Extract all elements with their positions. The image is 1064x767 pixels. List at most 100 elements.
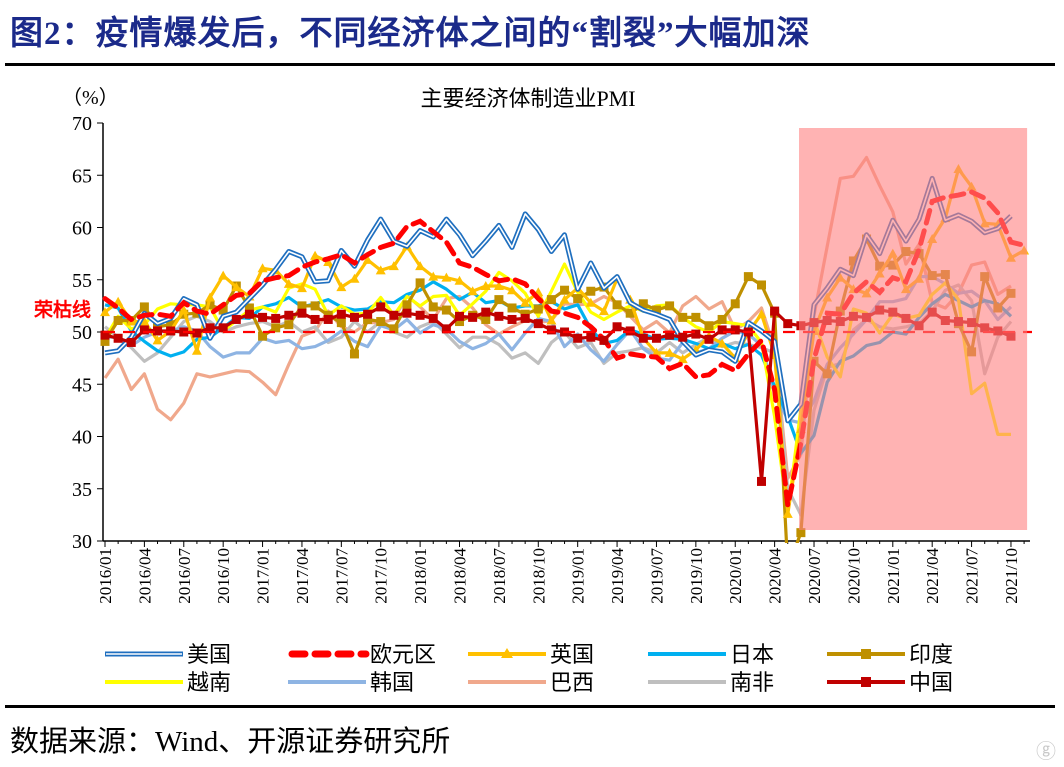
data-point-marker	[100, 307, 110, 317]
legend-marker	[861, 649, 871, 659]
data-point-marker	[100, 336, 110, 346]
data-point-marker	[559, 294, 570, 304]
x-tick-label: 2020/04	[766, 548, 785, 604]
x-tick-label: 2021/10	[1002, 548, 1021, 604]
data-point-marker	[205, 323, 215, 333]
legend-item: 越南	[105, 670, 231, 695]
data-point-marker	[494, 295, 504, 305]
legend-label: 印度	[909, 642, 953, 667]
data-point-marker	[296, 283, 307, 293]
data-point-marker	[323, 314, 333, 324]
data-point-marker	[192, 328, 202, 338]
data-point-marker	[441, 324, 451, 334]
legend-item: 欧元区	[288, 642, 436, 667]
legend-label: 中国	[909, 670, 953, 695]
x-tick-label: 2016/10	[214, 548, 233, 604]
data-point-marker	[415, 261, 426, 271]
data-point-marker	[507, 303, 517, 313]
data-point-marker	[363, 314, 373, 324]
data-point-marker	[533, 319, 543, 329]
x-tick-label: 2021/04	[923, 548, 942, 604]
data-point-marker	[258, 331, 268, 341]
data-point-marker	[113, 316, 123, 326]
data-point-marker	[533, 304, 543, 314]
data-point-marker	[178, 305, 189, 315]
data-point-marker	[678, 312, 688, 322]
data-point-marker	[363, 309, 373, 319]
data-point-marker	[388, 261, 399, 271]
data-point-marker	[139, 316, 150, 326]
data-point-marker	[573, 294, 583, 304]
x-tick-label: 2017/07	[332, 548, 351, 604]
y-tick-label: 45	[72, 374, 92, 396]
legend-label: 美国	[187, 642, 231, 667]
data-point-marker	[743, 272, 753, 282]
watermark-logo: ⓖ	[1036, 739, 1056, 763]
source-note: 数据来源：Wind、开源证券研究所	[10, 726, 451, 758]
data-point-marker	[323, 256, 334, 266]
x-tick-label: 2021/01	[884, 548, 903, 604]
legend-item: 巴西	[468, 670, 594, 695]
y-tick-label: 60	[72, 218, 92, 240]
data-point-marker	[468, 312, 478, 322]
x-tick-label: 2017/10	[372, 548, 391, 604]
data-point-marker	[625, 308, 635, 318]
data-point-marker	[730, 325, 740, 335]
data-point-marker	[153, 326, 163, 336]
data-point-marker	[520, 313, 530, 323]
data-point-marker	[494, 311, 504, 321]
legend-label: 巴西	[550, 670, 594, 695]
data-point-marker	[520, 297, 531, 307]
x-tick-label: 2018/10	[529, 548, 548, 604]
data-point-marker	[454, 275, 465, 285]
data-point-marker	[599, 335, 609, 345]
data-point-marker	[678, 332, 688, 342]
data-point-marker	[783, 319, 793, 329]
legend-marker	[501, 648, 513, 658]
legend-label: 日本	[730, 642, 774, 667]
data-point-marker	[244, 303, 254, 313]
data-point-marker	[310, 301, 320, 311]
x-tick-label: 2020/07	[805, 548, 824, 604]
data-point-marker	[166, 320, 176, 330]
data-point-marker	[139, 325, 149, 335]
page-title: 图2：疫情爆发后，不同经济体之间的“割裂”大幅加深	[10, 16, 811, 52]
data-point-marker	[651, 333, 661, 343]
data-point-marker	[415, 278, 425, 288]
data-point-marker	[546, 315, 557, 325]
data-point-marker	[126, 337, 136, 347]
data-point-marker	[389, 324, 399, 334]
data-point-marker	[205, 292, 216, 302]
data-point-marker	[455, 311, 465, 321]
data-point-marker	[257, 263, 268, 273]
legend-label: 越南	[187, 670, 231, 695]
data-point-marker	[218, 323, 228, 333]
legend-item: 印度	[827, 642, 953, 667]
x-tick-label: 2018/07	[490, 548, 509, 604]
data-point-marker	[507, 314, 517, 324]
data-point-marker	[428, 302, 438, 312]
y-tick-label: 35	[72, 479, 92, 501]
data-point-marker	[389, 310, 399, 320]
data-point-marker	[271, 323, 281, 333]
data-point-marker	[704, 334, 714, 344]
y-axis-unit: （%）	[62, 86, 119, 109]
y-tick-label: 30	[72, 531, 92, 553]
x-tick-label: 2016/01	[96, 548, 115, 604]
data-point-marker	[376, 317, 386, 327]
data-point-marker	[677, 354, 688, 364]
y-tick-label: 65	[72, 165, 92, 187]
data-point-marker	[665, 330, 675, 340]
data-point-marker	[415, 310, 425, 320]
data-point-marker	[231, 314, 241, 324]
data-point-marker	[310, 314, 320, 324]
legend-label: 韩国	[370, 670, 414, 695]
x-tick-label: 2018/01	[411, 548, 430, 604]
data-point-marker	[756, 309, 767, 319]
data-point-marker	[375, 265, 386, 275]
data-point-marker	[100, 330, 110, 340]
title-divider	[5, 63, 1055, 66]
x-tick-label: 2016/07	[175, 548, 194, 604]
data-point-marker	[258, 312, 268, 322]
data-point-marker	[586, 332, 596, 342]
